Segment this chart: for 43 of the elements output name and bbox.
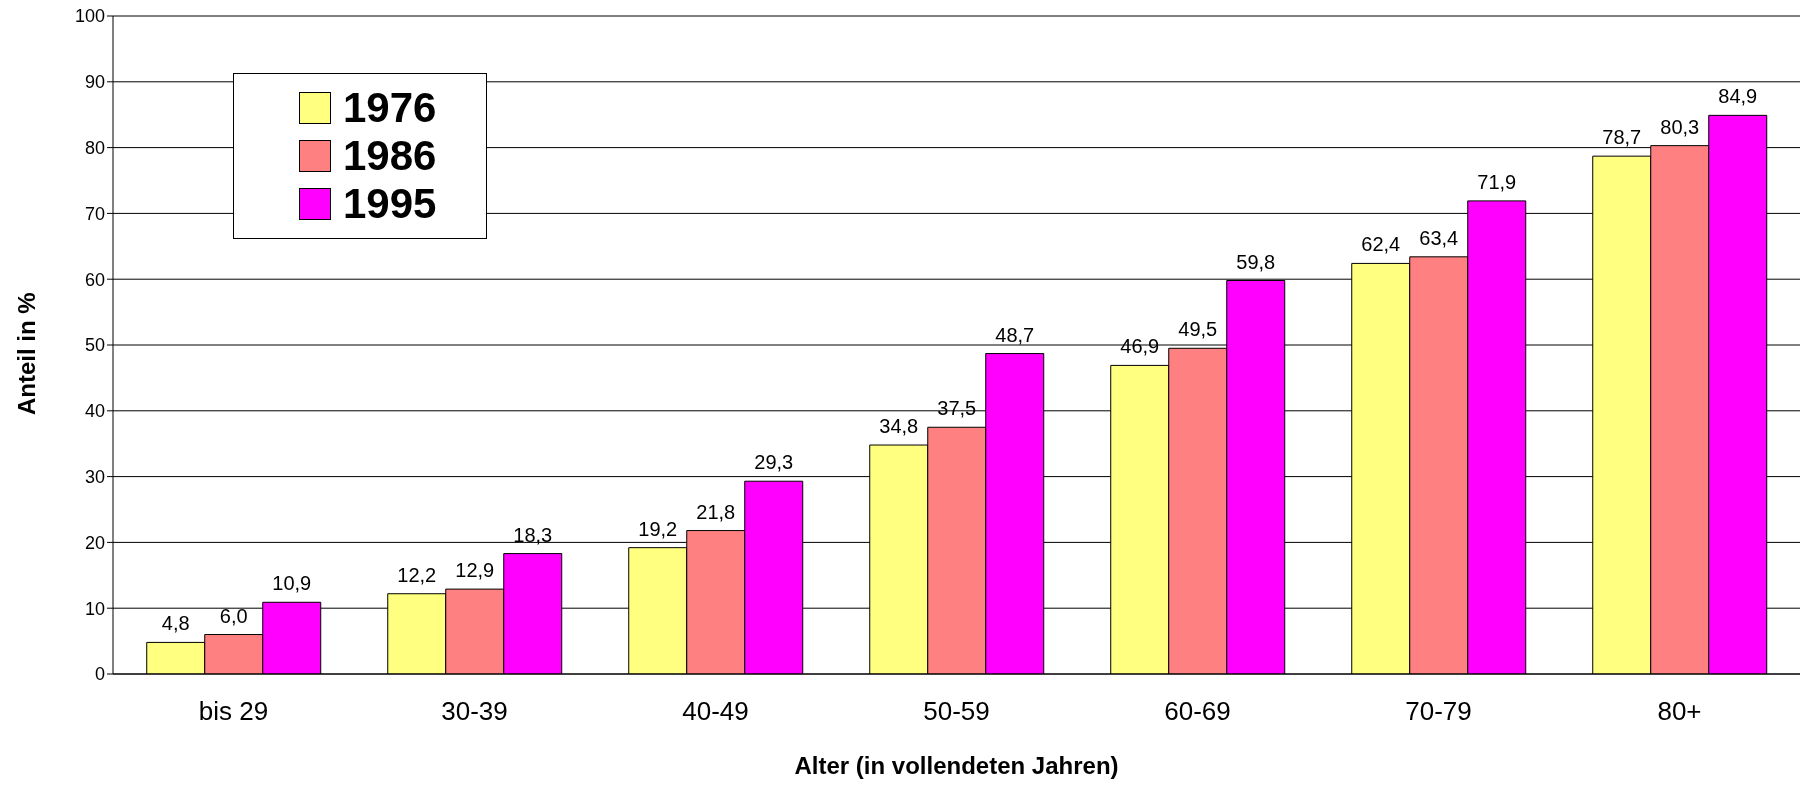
y-tick-label: 50 <box>84 335 105 356</box>
data-label: 6,0 <box>219 604 248 627</box>
data-label: 34,8 <box>879 415 919 438</box>
legend-label: 1976 <box>343 84 437 132</box>
x-tick-label: 40-49 <box>682 696 749 727</box>
y-tick-label: 10 <box>84 598 105 619</box>
x-tick-label: bis 29 <box>198 696 269 727</box>
data-label: 59,8 <box>1236 250 1276 273</box>
y-axis-title: Anteil in % <box>12 292 40 415</box>
x-tick-label: 50-59 <box>923 696 990 727</box>
data-label: 12,2 <box>397 563 437 586</box>
y-tick-label: 70 <box>84 203 105 224</box>
x-tick-label: 60-69 <box>1164 696 1231 727</box>
data-label: 78,7 <box>1602 126 1642 149</box>
y-tick-label: 20 <box>84 532 105 553</box>
data-label: 48,7 <box>995 323 1035 346</box>
data-label: 62,4 <box>1361 233 1401 256</box>
data-label: 84,9 <box>1718 85 1758 108</box>
y-tick-label: 40 <box>84 401 105 422</box>
y-tick-label: 90 <box>84 72 105 93</box>
data-label: 12,9 <box>455 559 495 582</box>
x-tick-label: 80+ <box>1657 696 1702 727</box>
data-label: 29,3 <box>754 451 794 474</box>
legend-label: 1995 <box>343 180 437 228</box>
legend-label: 1986 <box>343 132 437 180</box>
x-tick-label: 70-79 <box>1405 696 1472 727</box>
y-tick-label: 60 <box>84 269 105 290</box>
data-label: 49,5 <box>1178 318 1218 341</box>
data-label: 19,2 <box>638 517 678 540</box>
data-label: 10,9 <box>272 572 312 595</box>
data-label: 63,4 <box>1419 226 1459 249</box>
y-tick-label: 0 <box>94 664 105 685</box>
data-label: 4,8 <box>161 612 190 635</box>
data-label: 46,9 <box>1120 335 1160 358</box>
x-tick-label: 30-39 <box>441 696 508 727</box>
x-axis-title: Alter (in vollendeten Jahren) <box>794 752 1119 779</box>
data-label: 18,3 <box>513 523 553 546</box>
y-tick-label: 80 <box>84 137 105 158</box>
data-label: 21,8 <box>696 500 736 523</box>
y-tick-label: 100 <box>74 6 105 27</box>
y-tick-label: 30 <box>84 466 105 487</box>
data-label: 80,3 <box>1660 115 1700 138</box>
data-label: 71,9 <box>1477 170 1517 193</box>
